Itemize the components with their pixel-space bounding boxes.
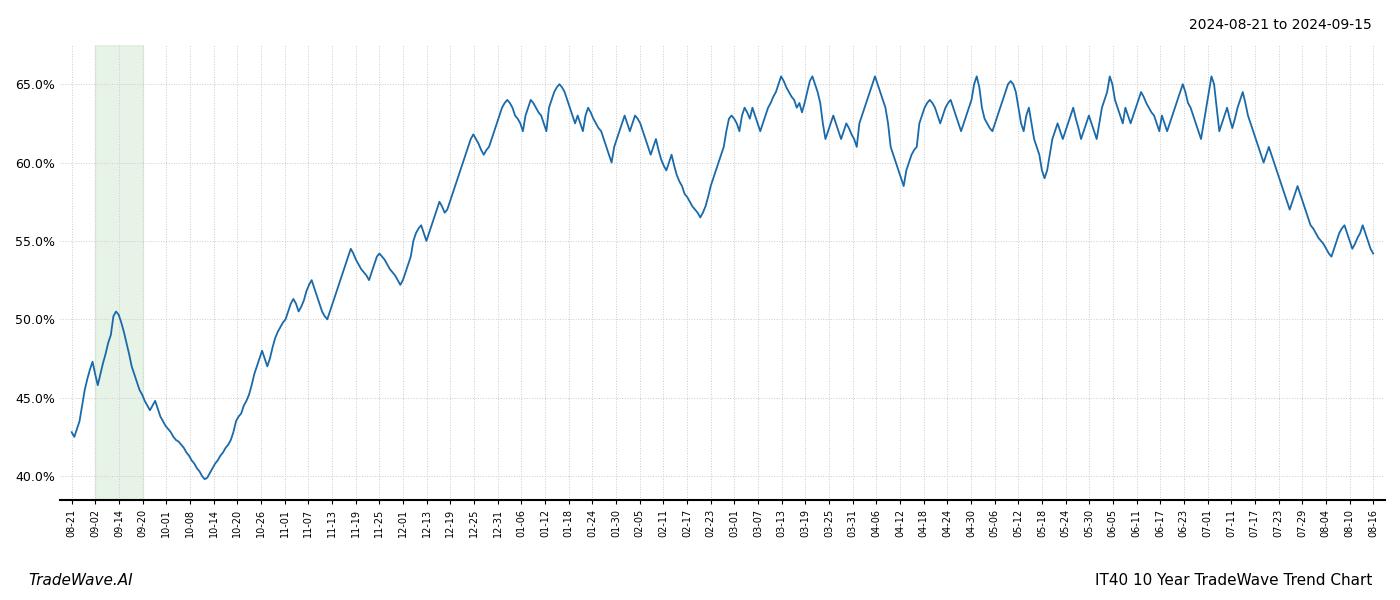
- Text: 2024-08-21 to 2024-09-15: 2024-08-21 to 2024-09-15: [1189, 18, 1372, 32]
- Text: TradeWave.AI: TradeWave.AI: [28, 573, 133, 588]
- Text: IT40 10 Year TradeWave Trend Chart: IT40 10 Year TradeWave Trend Chart: [1095, 573, 1372, 588]
- Bar: [95, 45, 143, 500]
